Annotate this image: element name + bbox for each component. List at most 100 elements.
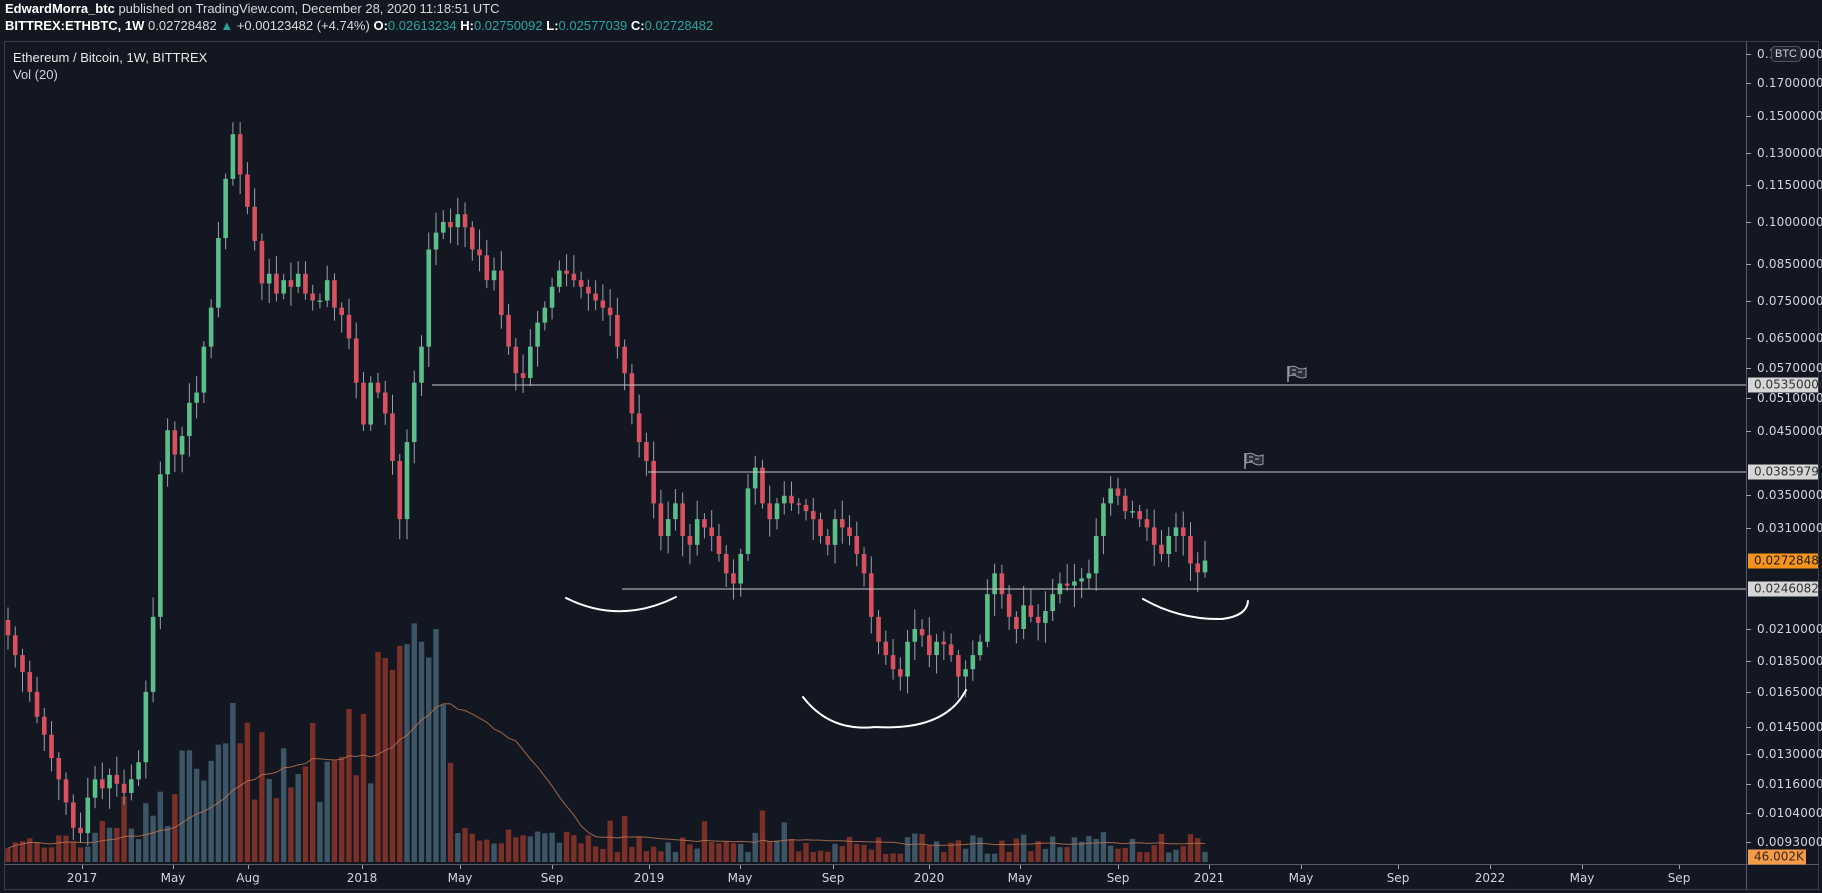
candle-up (934, 641, 939, 656)
price-tick (1746, 661, 1751, 662)
candle-down (121, 783, 127, 793)
candle-down (78, 827, 83, 834)
candle-up (1086, 573, 1092, 579)
candle-down (723, 553, 729, 574)
volume-bar (41, 847, 47, 862)
candle-down (484, 255, 490, 281)
candle-down (288, 280, 294, 287)
left-shoulder-arc[interactable] (565, 596, 677, 613)
price-tick (1746, 398, 1751, 399)
volume-bar (280, 748, 287, 862)
published-text: published on TradingView.com, December 2… (118, 1, 500, 16)
volume-bar (556, 842, 563, 862)
head-arc[interactable] (802, 689, 967, 729)
series-title[interactable]: Ethereum / Bitcoin, 1W, BITTREX (13, 50, 208, 65)
candle-down (34, 691, 40, 717)
time-tick (552, 865, 553, 869)
candle-up (216, 238, 221, 308)
volume-bar (404, 644, 410, 862)
candle-up (752, 467, 758, 489)
volume-bar (665, 842, 671, 862)
candle-up (905, 641, 910, 677)
candle-down (1035, 616, 1041, 623)
right-shoulder-arc[interactable] (1142, 598, 1249, 621)
volume-bar (513, 837, 519, 862)
candle-up (977, 641, 983, 656)
close-key: C: (630, 18, 645, 33)
flag-icon[interactable] (1244, 452, 1264, 469)
candle-down (1180, 527, 1186, 536)
volume-bar (1057, 847, 1063, 862)
volume-bar (941, 851, 947, 862)
candle-up (665, 519, 671, 536)
candle-down (63, 779, 69, 803)
open-key: O: (373, 18, 388, 33)
volume-bar (687, 844, 693, 862)
candle-up (694, 519, 700, 545)
candle-down (876, 616, 881, 642)
candle-down (1137, 511, 1143, 520)
volume-bar (861, 844, 867, 862)
candle-up (440, 222, 446, 233)
volume-bar (1122, 847, 1128, 862)
volume-bar (418, 641, 425, 862)
candle-up (832, 519, 838, 545)
level-price-label: 0.03859797 (1748, 464, 1822, 480)
volume-bar (222, 743, 229, 862)
volume-bar (317, 801, 323, 862)
candle-down (237, 134, 243, 175)
volume-bar (970, 835, 976, 862)
candle-down (520, 373, 526, 378)
volume-bar (774, 840, 780, 862)
candle-down (658, 503, 664, 536)
current-price-label: 0.02728482 (1748, 553, 1822, 569)
volume-bar (716, 843, 722, 862)
change-up-arrow-icon: ▲ (220, 18, 234, 33)
time-tick (1679, 865, 1680, 869)
candle-up (165, 430, 170, 475)
candle-down (839, 519, 845, 528)
level-price-label: 0.05350000 (1748, 377, 1822, 393)
volume-bar (34, 842, 40, 862)
author-name[interactable]: EdwardMorra_btc (5, 1, 115, 16)
volume-bar (527, 836, 534, 862)
candle-up (455, 214, 461, 228)
volume-bar (382, 658, 388, 862)
volume-bar (288, 787, 294, 862)
volume-bar (723, 841, 729, 862)
candle-down (462, 214, 468, 228)
candle-up (1101, 503, 1106, 536)
symbol-ohlc-bar: BITTREX:ETHBTC, 1W 0.02728482 ▲ +0.00123… (5, 18, 713, 33)
time-tick (1490, 865, 1491, 869)
volume-bar (897, 853, 904, 862)
price-tick (1746, 842, 1751, 843)
price-tick (1746, 629, 1751, 630)
price-tick (1746, 153, 1751, 154)
flag-icon[interactable] (1287, 365, 1307, 382)
candle-up (201, 346, 207, 393)
volume-bar (397, 645, 403, 862)
candle-up (433, 232, 439, 250)
currency-badge[interactable]: BTC (1771, 46, 1801, 62)
volume-bar (1035, 841, 1041, 862)
candle-up (368, 382, 374, 425)
time-tick (1301, 865, 1302, 869)
volume-bar (875, 837, 882, 862)
candle-down (861, 553, 867, 574)
candle-up (1021, 605, 1026, 629)
volume-bar (1006, 851, 1012, 862)
time-tick (82, 865, 83, 869)
volume-indicator-title[interactable]: Vol (20) (13, 67, 58, 82)
time-tick-label: Sep (540, 871, 564, 885)
volume-bar (1137, 851, 1143, 862)
price-tick (1746, 83, 1751, 84)
candle-up (317, 300, 323, 303)
volume-bar (462, 828, 468, 862)
candle-down (1028, 605, 1034, 617)
